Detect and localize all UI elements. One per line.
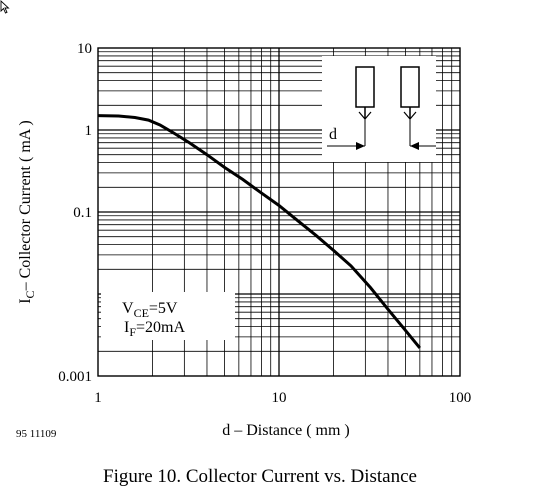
y-tick-label: 10 [77,41,92,57]
inset-distance-label: d [329,126,337,143]
y-axis-label: IC– Collector Current ( mA ) [17,120,37,304]
x-tick-labels: 1 10 100 [94,390,471,406]
x-tick-label: 10 [272,390,287,406]
y-tick-label: 1 [85,123,93,139]
detector-body [400,66,420,108]
x-axis-label: d – Distance ( mm ) [222,422,350,439]
y-tick-label: 0.1 [73,205,92,221]
y-tick-labels: 10 1 0.1 0.001 [58,41,92,385]
vce-annotation: VCE=5V [122,300,178,320]
cursor-icon [0,0,10,14]
emitter-body [355,66,375,108]
plot-frame [97,47,461,377]
if-annotation: IF=20mA [124,319,185,339]
figure-caption: Figure 10. Collector Current vs. Distanc… [103,466,417,487]
x-tick-label: 100 [449,390,472,406]
figure-id: 95 11109 [16,428,57,440]
inset-schematic: d [322,56,436,162]
y-tick-label: 0.001 [58,369,92,385]
series-line [97,114,421,349]
conditions-box [101,292,235,340]
x-tick-label: 1 [94,390,102,406]
